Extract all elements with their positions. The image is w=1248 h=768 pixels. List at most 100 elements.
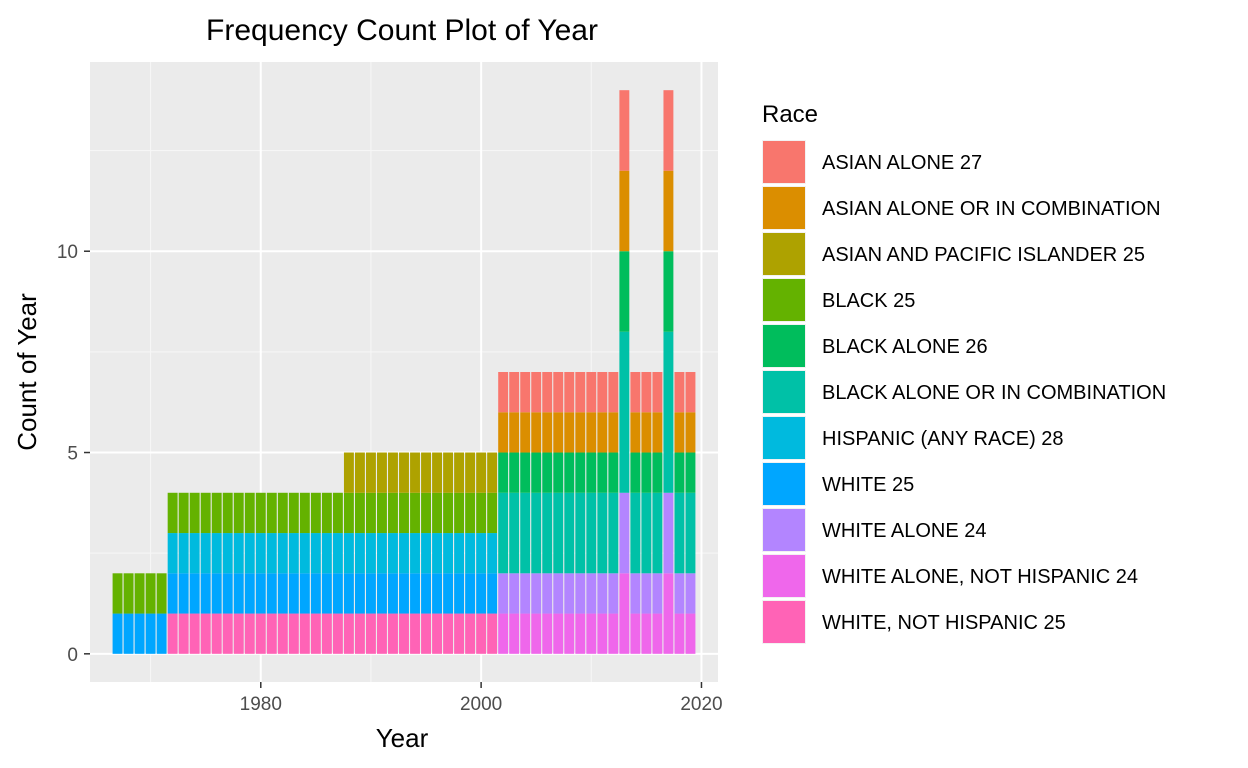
bar-segment [476,613,487,654]
bar-segment [652,613,663,654]
bar-segment [189,533,200,574]
bar-segment [619,573,630,654]
bar-segment [432,613,443,654]
legend-swatch [763,371,805,413]
bar-segment [233,613,244,654]
bar-segment [443,452,454,493]
bar-segment [597,452,608,493]
bar-segment [498,412,509,453]
bar-segment [564,613,575,654]
bar-segment [388,533,398,574]
bar-segment [663,170,674,252]
bar-segment [630,412,641,453]
bar-segment [299,533,310,574]
bar-segment [531,412,542,453]
bar-segment [652,452,663,493]
bar-segment [244,613,255,654]
legend-swatch [763,279,805,321]
bar-segment [531,492,542,574]
bar-segment [266,613,277,654]
bar-segment [388,452,398,493]
bar-segment [410,613,420,654]
bar-segment [178,613,189,654]
bar-segment [465,533,476,574]
bar-segment [200,573,211,614]
bar-segment [354,613,365,654]
bar-segment [619,170,630,252]
bar-segment [189,573,200,614]
bar-segment [608,573,619,614]
chart-title: Frequency Count Plot of Year [206,14,598,47]
bar-segment [553,492,564,574]
bar-segment [255,613,266,654]
bar-segment [167,492,178,534]
bar-segment [145,573,156,614]
bar-segment [652,412,663,453]
bar-segment [399,492,409,534]
bar-segment [498,452,509,493]
legend-label: ASIAN AND PACIFIC ISLANDER 25 [822,244,1145,266]
bar-segment [520,452,531,493]
bar-segment [244,573,255,614]
bar-segment [564,492,575,574]
bar-segment [498,613,509,654]
bar-segment [377,533,387,574]
bar-segment [630,372,641,413]
bar-segment [663,251,674,332]
bar-segment [388,573,398,614]
bar-segment [178,533,189,574]
bar-segment [520,412,531,453]
bar-segment [377,452,387,493]
bar-segment [421,452,431,493]
bar-segment [487,613,498,654]
bar-segment [575,372,586,413]
bar-segment [619,492,630,574]
x-tick-label: 1980 [240,694,282,715]
bar-segment [652,372,663,413]
legend-swatch [763,141,805,183]
bar-segment [597,613,608,654]
bar-segment [189,492,200,534]
bar-segment [178,492,189,534]
bar-segment [553,613,564,654]
bar-segment [354,573,365,614]
bar-segment [211,533,222,574]
bar-segment [432,492,443,534]
bar-segment [332,533,343,574]
bar-segment [509,372,520,413]
bar-segment [354,452,365,493]
bar-segment [564,412,575,453]
bar-segment [377,492,387,534]
bar-segment [685,412,696,453]
bar-segment [410,452,420,493]
bar-segment [388,613,398,654]
bar-segment [233,492,244,534]
bar-segment [432,533,443,574]
bar-segment [674,412,685,453]
bar-segment [321,533,332,574]
bar-segment [476,533,487,574]
bar-segment [586,613,597,654]
bar-segment [399,613,409,654]
bar-segment [575,412,586,453]
legend-label: WHITE ALONE, NOT HISPANIC 24 [822,566,1138,588]
bar-segment [443,533,454,574]
bar-segment [509,573,520,614]
bar-segment [564,573,575,614]
bar-segment [365,452,376,493]
bar-segment [531,452,542,493]
bar-segment [277,533,288,574]
bar-segment [145,613,156,654]
bar-segment [343,613,354,654]
bar-segment [112,613,123,654]
bar-segment [421,573,431,614]
y-tick-label: 5 [67,444,78,465]
bar-segment [586,573,597,614]
bar-segment [299,573,310,614]
bar-segment [542,412,553,453]
legend-label: WHITE 25 [822,474,914,496]
bar-segment [586,492,597,574]
bar-segment [167,573,178,614]
bar-segment [222,573,233,614]
bar-segment [123,573,134,614]
